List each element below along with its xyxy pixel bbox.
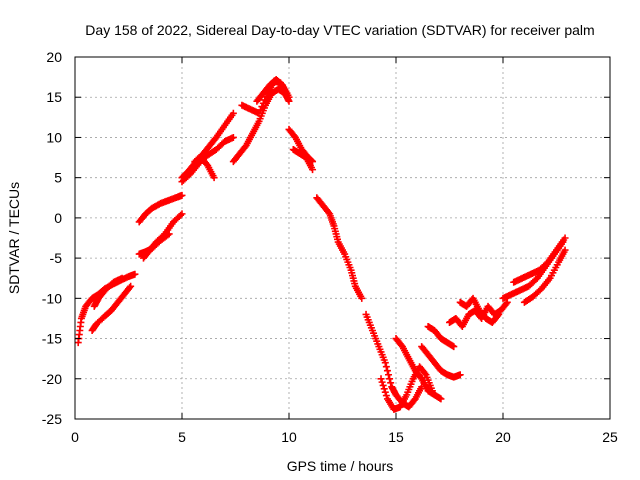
series-track-18: [392, 335, 445, 403]
data-point: [178, 210, 186, 218]
data-point: [309, 166, 317, 174]
y-tick-label: -25: [42, 411, 62, 427]
y-tick-label: 10: [46, 129, 62, 145]
data-point: [561, 246, 569, 254]
data-point: [131, 270, 139, 278]
series-track-2: [88, 282, 135, 335]
data-point: [421, 369, 429, 377]
data-point: [495, 310, 503, 318]
data-point: [378, 378, 386, 386]
data-point: [502, 300, 510, 308]
data-point: [381, 388, 389, 396]
data-point: [377, 375, 385, 383]
data-point: [229, 133, 237, 141]
data-point: [261, 96, 269, 104]
y-tick-label: 20: [46, 49, 62, 65]
series-track-16: [362, 310, 426, 411]
y-tick-label: 0: [54, 210, 62, 226]
data-point: [285, 93, 293, 101]
data-point: [177, 211, 185, 219]
series-track-9: [178, 154, 218, 182]
data-point: [383, 367, 391, 375]
x-tick-label: 0: [71, 429, 79, 445]
y-tick-label: -5: [50, 250, 63, 266]
series-track-14: [289, 146, 317, 174]
data-point: [437, 395, 445, 403]
x-tick-label: 10: [281, 429, 297, 445]
data-point: [380, 385, 388, 393]
series-track-21: [446, 298, 511, 330]
data-point: [358, 294, 366, 302]
x-tick-label: 20: [495, 429, 511, 445]
y-tick-label: 15: [46, 89, 62, 105]
series-track-12: [253, 76, 293, 105]
data-point: [118, 274, 126, 282]
data-point: [379, 381, 387, 389]
x-axis-label: GPS time / hours: [287, 458, 394, 474]
data-point: [164, 231, 172, 239]
y-tick-label: -20: [42, 371, 62, 387]
data-point: [126, 284, 134, 292]
data-point: [381, 359, 389, 367]
data-point: [450, 343, 458, 351]
data-point: [386, 375, 394, 383]
grid-lines: [75, 57, 610, 419]
series-track-8: [191, 109, 237, 166]
data-point: [256, 106, 264, 114]
data-point: [258, 103, 266, 111]
series-track-24: [510, 234, 569, 286]
series-track-25: [520, 246, 569, 306]
chart-title: Day 158 of 2022, Sidereal Day-to-day VTE…: [85, 22, 594, 38]
y-tick-label: -15: [42, 331, 62, 347]
series-track-22: [456, 294, 503, 326]
x-tick-label: 25: [602, 429, 618, 445]
data-point: [503, 298, 511, 306]
plot-frame: [74, 56, 611, 420]
axis-ticks: 0 5 10 15 20 25 20 15 10 5 0 -5 -10 -15 -20 -25: [42, 49, 618, 445]
data-point: [210, 174, 218, 182]
data-point: [259, 99, 267, 107]
data-point: [494, 312, 502, 320]
y-tick-label: 5: [54, 170, 62, 186]
y-tick-label: -10: [42, 290, 62, 306]
x-tick-label: 5: [178, 429, 186, 445]
data-point: [382, 363, 390, 371]
data-point: [255, 109, 263, 117]
data-point: [165, 230, 173, 238]
y-axis-label: SDTVAR / TECUs: [6, 182, 22, 294]
data-point: [127, 282, 135, 290]
data-points: [74, 76, 569, 413]
data-point: [382, 392, 390, 400]
series-track-19: [418, 343, 464, 381]
series-track-6: [135, 230, 173, 258]
data-point: [561, 234, 569, 242]
data-point: [385, 371, 393, 379]
series-track-4: [135, 191, 186, 226]
series-track-3: [90, 274, 126, 310]
data-point: [178, 191, 186, 199]
data-point: [229, 109, 237, 117]
data-point: [456, 371, 464, 379]
series-track-15: [313, 194, 366, 302]
series-track-20: [424, 322, 458, 351]
x-tick-label: 15: [388, 429, 404, 445]
data-point: [387, 379, 395, 387]
